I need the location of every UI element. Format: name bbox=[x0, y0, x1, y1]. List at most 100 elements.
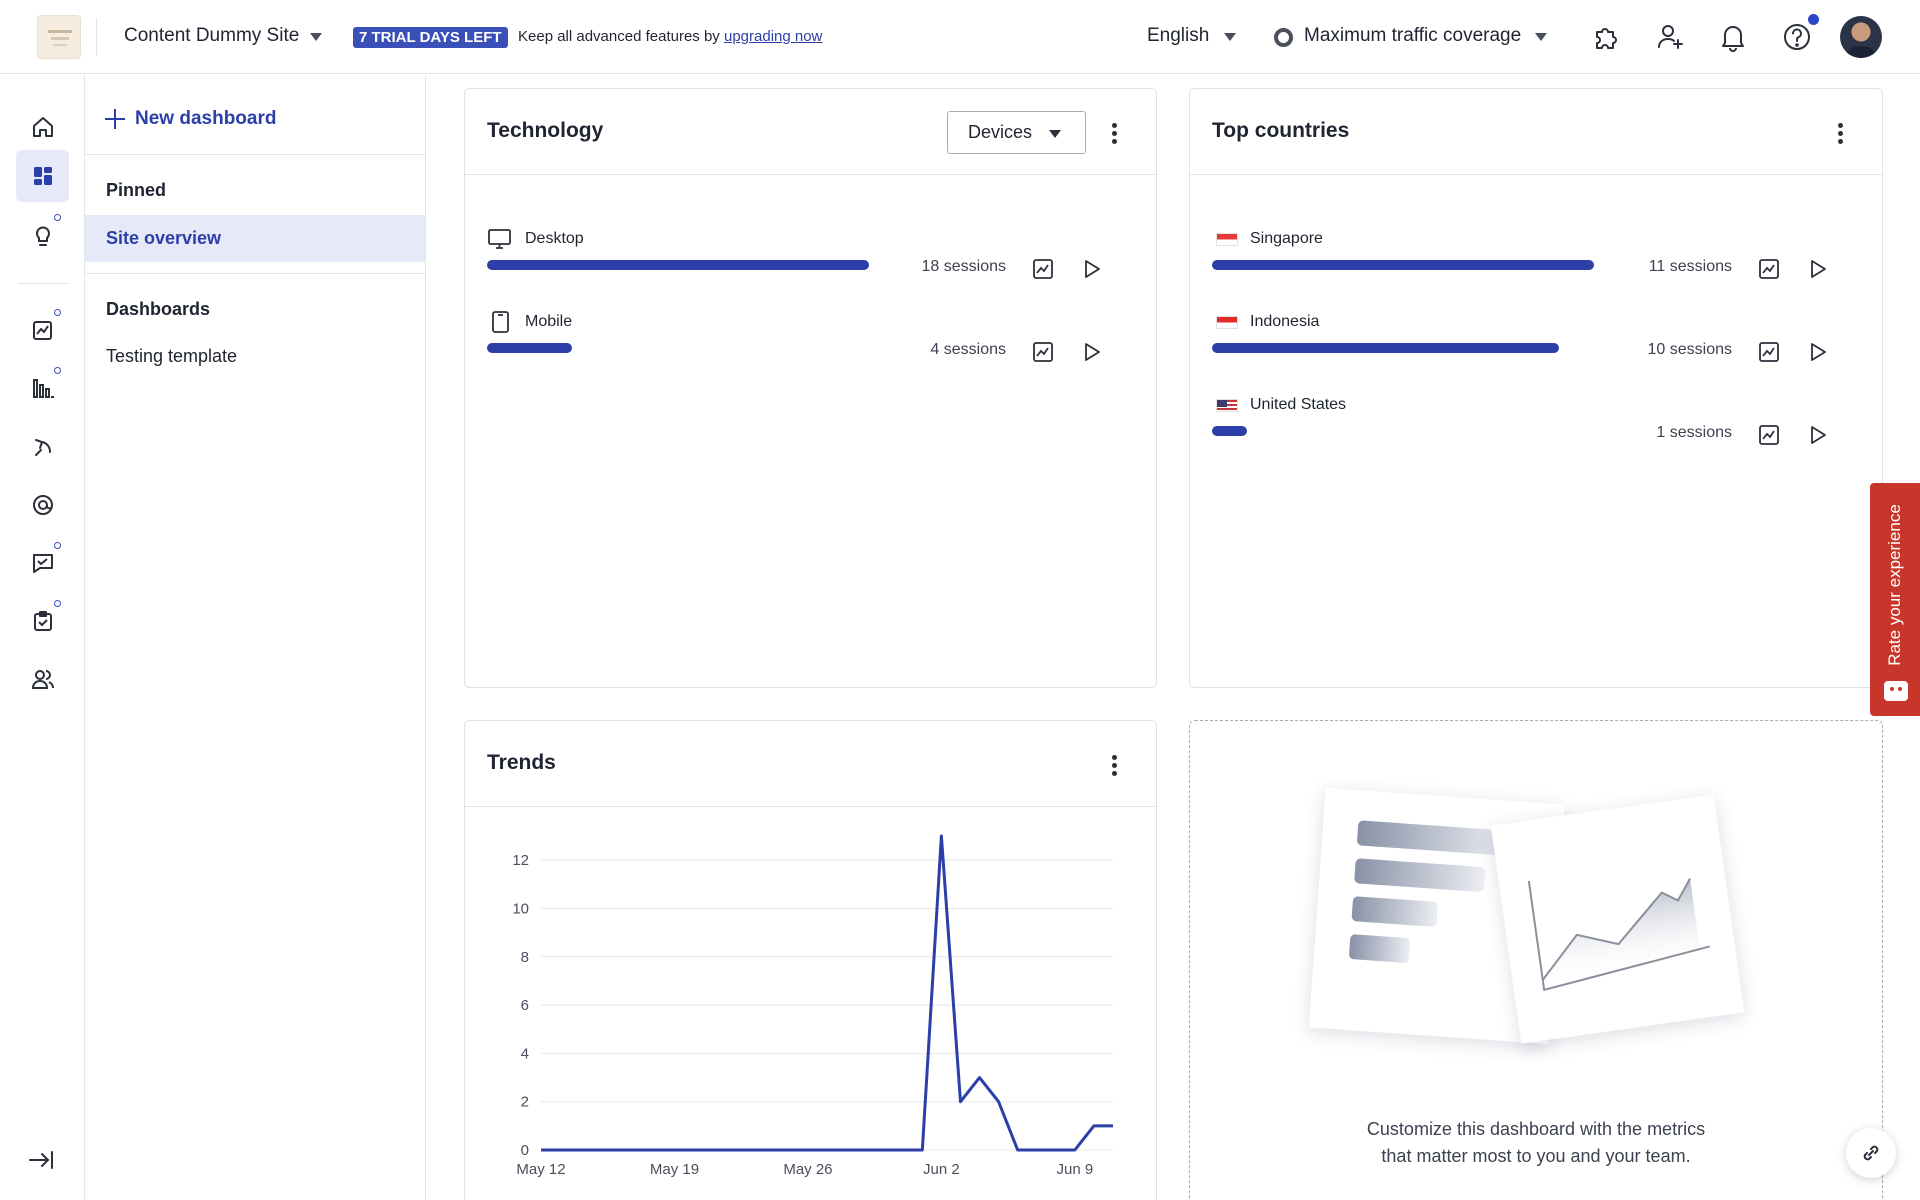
rail-users[interactable] bbox=[16, 653, 69, 705]
language-chevron-icon[interactable] bbox=[1224, 33, 1236, 41]
traffic-coverage-selector[interactable]: Maximum traffic coverage bbox=[1304, 25, 1522, 46]
indonesia-play-icon[interactable] bbox=[1804, 339, 1830, 365]
user-avatar[interactable] bbox=[1840, 16, 1882, 58]
customize-dashboard-line-2: that matter most to you and your team. bbox=[1381, 1146, 1691, 1166]
traffic-coverage-radio-icon[interactable] bbox=[1274, 28, 1293, 47]
desktop-trend-icon[interactable] bbox=[1030, 256, 1056, 282]
united-states-trend-icon[interactable] bbox=[1756, 422, 1782, 448]
site-logo[interactable] bbox=[37, 15, 81, 59]
chart-illustration bbox=[1490, 794, 1745, 1044]
mobile-play-icon[interactable] bbox=[1078, 339, 1104, 365]
mobile-bar-fill bbox=[487, 343, 572, 353]
united-states-label: United States bbox=[1250, 396, 1347, 413]
rate-experience-tab[interactable]: Rate your experience bbox=[1870, 483, 1920, 716]
desktop-icon bbox=[488, 229, 511, 249]
united-states-sessions: 1 sessions bbox=[1656, 424, 1732, 441]
language-selector[interactable]: English bbox=[1147, 25, 1210, 46]
dashboard-icon bbox=[33, 167, 52, 185]
bell-icon[interactable] bbox=[1716, 20, 1750, 54]
x-tick-label: May 26 bbox=[783, 1161, 832, 1178]
x-tick-label: May 12 bbox=[516, 1161, 565, 1178]
dashboard-nav-divider-2 bbox=[85, 273, 425, 274]
singapore-bar bbox=[1212, 260, 1594, 270]
trends-title: Trends bbox=[487, 751, 556, 774]
devices-dropdown-label: Devices bbox=[968, 122, 1033, 142]
y-tick-label: 2 bbox=[521, 1094, 529, 1111]
rail-mentions[interactable] bbox=[16, 479, 69, 531]
desktop-sessions: 18 sessions bbox=[921, 258, 1007, 275]
plus-icon bbox=[105, 109, 125, 129]
at-sign-icon bbox=[32, 495, 53, 515]
top-bar-divider bbox=[96, 18, 97, 56]
devices-chevron-icon bbox=[1049, 130, 1061, 138]
technology-row-desktop: Desktop 18 sessions bbox=[487, 228, 1134, 298]
trends-icon bbox=[32, 321, 52, 340]
singapore-flag-icon bbox=[1216, 233, 1238, 246]
rail-dashboards[interactable] bbox=[16, 150, 69, 202]
devices-dropdown[interactable]: Devices bbox=[947, 111, 1086, 154]
traffic-coverage-chevron-icon[interactable] bbox=[1535, 33, 1547, 41]
indonesia-label: Indonesia bbox=[1250, 313, 1320, 330]
journey-icon bbox=[34, 439, 51, 456]
rail-surveys[interactable] bbox=[16, 595, 69, 647]
add-user-icon[interactable] bbox=[1653, 20, 1687, 54]
survey-icon bbox=[33, 611, 52, 631]
trends-card: Trends 0 2 4 6 8 10 12 May 12 May 19 May 26 Jun 2 J… bbox=[464, 720, 1157, 1200]
site-selector[interactable]: Content Dummy Site bbox=[124, 25, 300, 46]
mobile-icon bbox=[492, 311, 509, 333]
country-row-united-states: United States 1 sessions bbox=[1212, 394, 1860, 464]
rate-experience-label: Rate your experience bbox=[1885, 504, 1904, 666]
rail-journeys[interactable] bbox=[16, 421, 69, 473]
mobile-bar bbox=[487, 343, 869, 353]
icon-rail bbox=[0, 75, 85, 1200]
desktop-bar bbox=[487, 260, 869, 270]
edit-dashboard-button[interactable] bbox=[1846, 1128, 1896, 1178]
collapse-sidebar-icon[interactable] bbox=[24, 1143, 58, 1177]
united-states-play-icon[interactable] bbox=[1804, 422, 1830, 448]
indonesia-flag-icon bbox=[1216, 316, 1238, 329]
singapore-sessions: 11 sessions bbox=[1648, 258, 1732, 275]
singapore-trend-icon[interactable] bbox=[1756, 256, 1782, 282]
united-states-bar bbox=[1212, 426, 1594, 436]
puzzle-icon[interactable] bbox=[1589, 20, 1623, 54]
trial-message-text: Keep all advanced features by bbox=[518, 28, 724, 45]
indonesia-trend-icon[interactable] bbox=[1756, 339, 1782, 365]
customize-dashboard-card[interactable]: Customize this dashboard with the metric… bbox=[1189, 720, 1883, 1200]
rail-bar-charts[interactable] bbox=[16, 362, 69, 414]
dashboard-nav-divider bbox=[85, 154, 425, 155]
dashboards-heading: Dashboards bbox=[106, 299, 211, 319]
users-icon bbox=[31, 670, 54, 689]
y-tick-label: 0 bbox=[521, 1142, 529, 1159]
united-states-bar-fill bbox=[1212, 426, 1247, 436]
y-tick-label: 8 bbox=[521, 949, 529, 966]
upgrade-link[interactable]: upgrading now bbox=[723, 28, 823, 45]
trends-more-icon[interactable] bbox=[1102, 753, 1126, 777]
top-countries-card: Top countries Singapore 11 sessions Indo… bbox=[1189, 88, 1883, 688]
dashboard-item-site-overview[interactable]: Site overview bbox=[85, 215, 425, 262]
top-bar: Content Dummy Site 7 TRIAL DAYS LEFT Kee… bbox=[0, 0, 1920, 74]
new-dashboard-button[interactable]: New dashboard bbox=[105, 108, 276, 130]
rail-insights[interactable] bbox=[16, 209, 69, 261]
us-flag-icon bbox=[1216, 399, 1238, 412]
pinned-heading: Pinned bbox=[106, 180, 167, 200]
country-row-singapore: Singapore 11 sessions bbox=[1212, 228, 1860, 298]
desktop-bar-fill bbox=[487, 260, 869, 270]
top-countries-more-icon[interactable] bbox=[1828, 121, 1852, 145]
rail-feedback[interactable] bbox=[16, 537, 69, 589]
singapore-label: Singapore bbox=[1250, 230, 1323, 247]
rail-home[interactable] bbox=[16, 101, 69, 153]
rail-trends[interactable] bbox=[16, 304, 69, 356]
desktop-play-icon[interactable] bbox=[1078, 256, 1104, 282]
help-icon[interactable] bbox=[1780, 20, 1814, 54]
rail-divider bbox=[18, 283, 68, 284]
site-selector-chevron-icon[interactable] bbox=[310, 33, 322, 41]
bar-chart-icon bbox=[32, 379, 54, 398]
mobile-trend-icon[interactable] bbox=[1030, 339, 1056, 365]
singapore-play-icon[interactable] bbox=[1804, 256, 1830, 282]
technology-more-icon[interactable] bbox=[1102, 121, 1126, 145]
trends-series-line bbox=[541, 834, 1113, 1152]
x-tick-label: May 19 bbox=[650, 1161, 699, 1178]
dashboard-item-testing-template[interactable]: Testing template bbox=[106, 346, 238, 366]
desktop-label: Desktop bbox=[525, 230, 584, 247]
help-notification-dot bbox=[1808, 14, 1819, 25]
